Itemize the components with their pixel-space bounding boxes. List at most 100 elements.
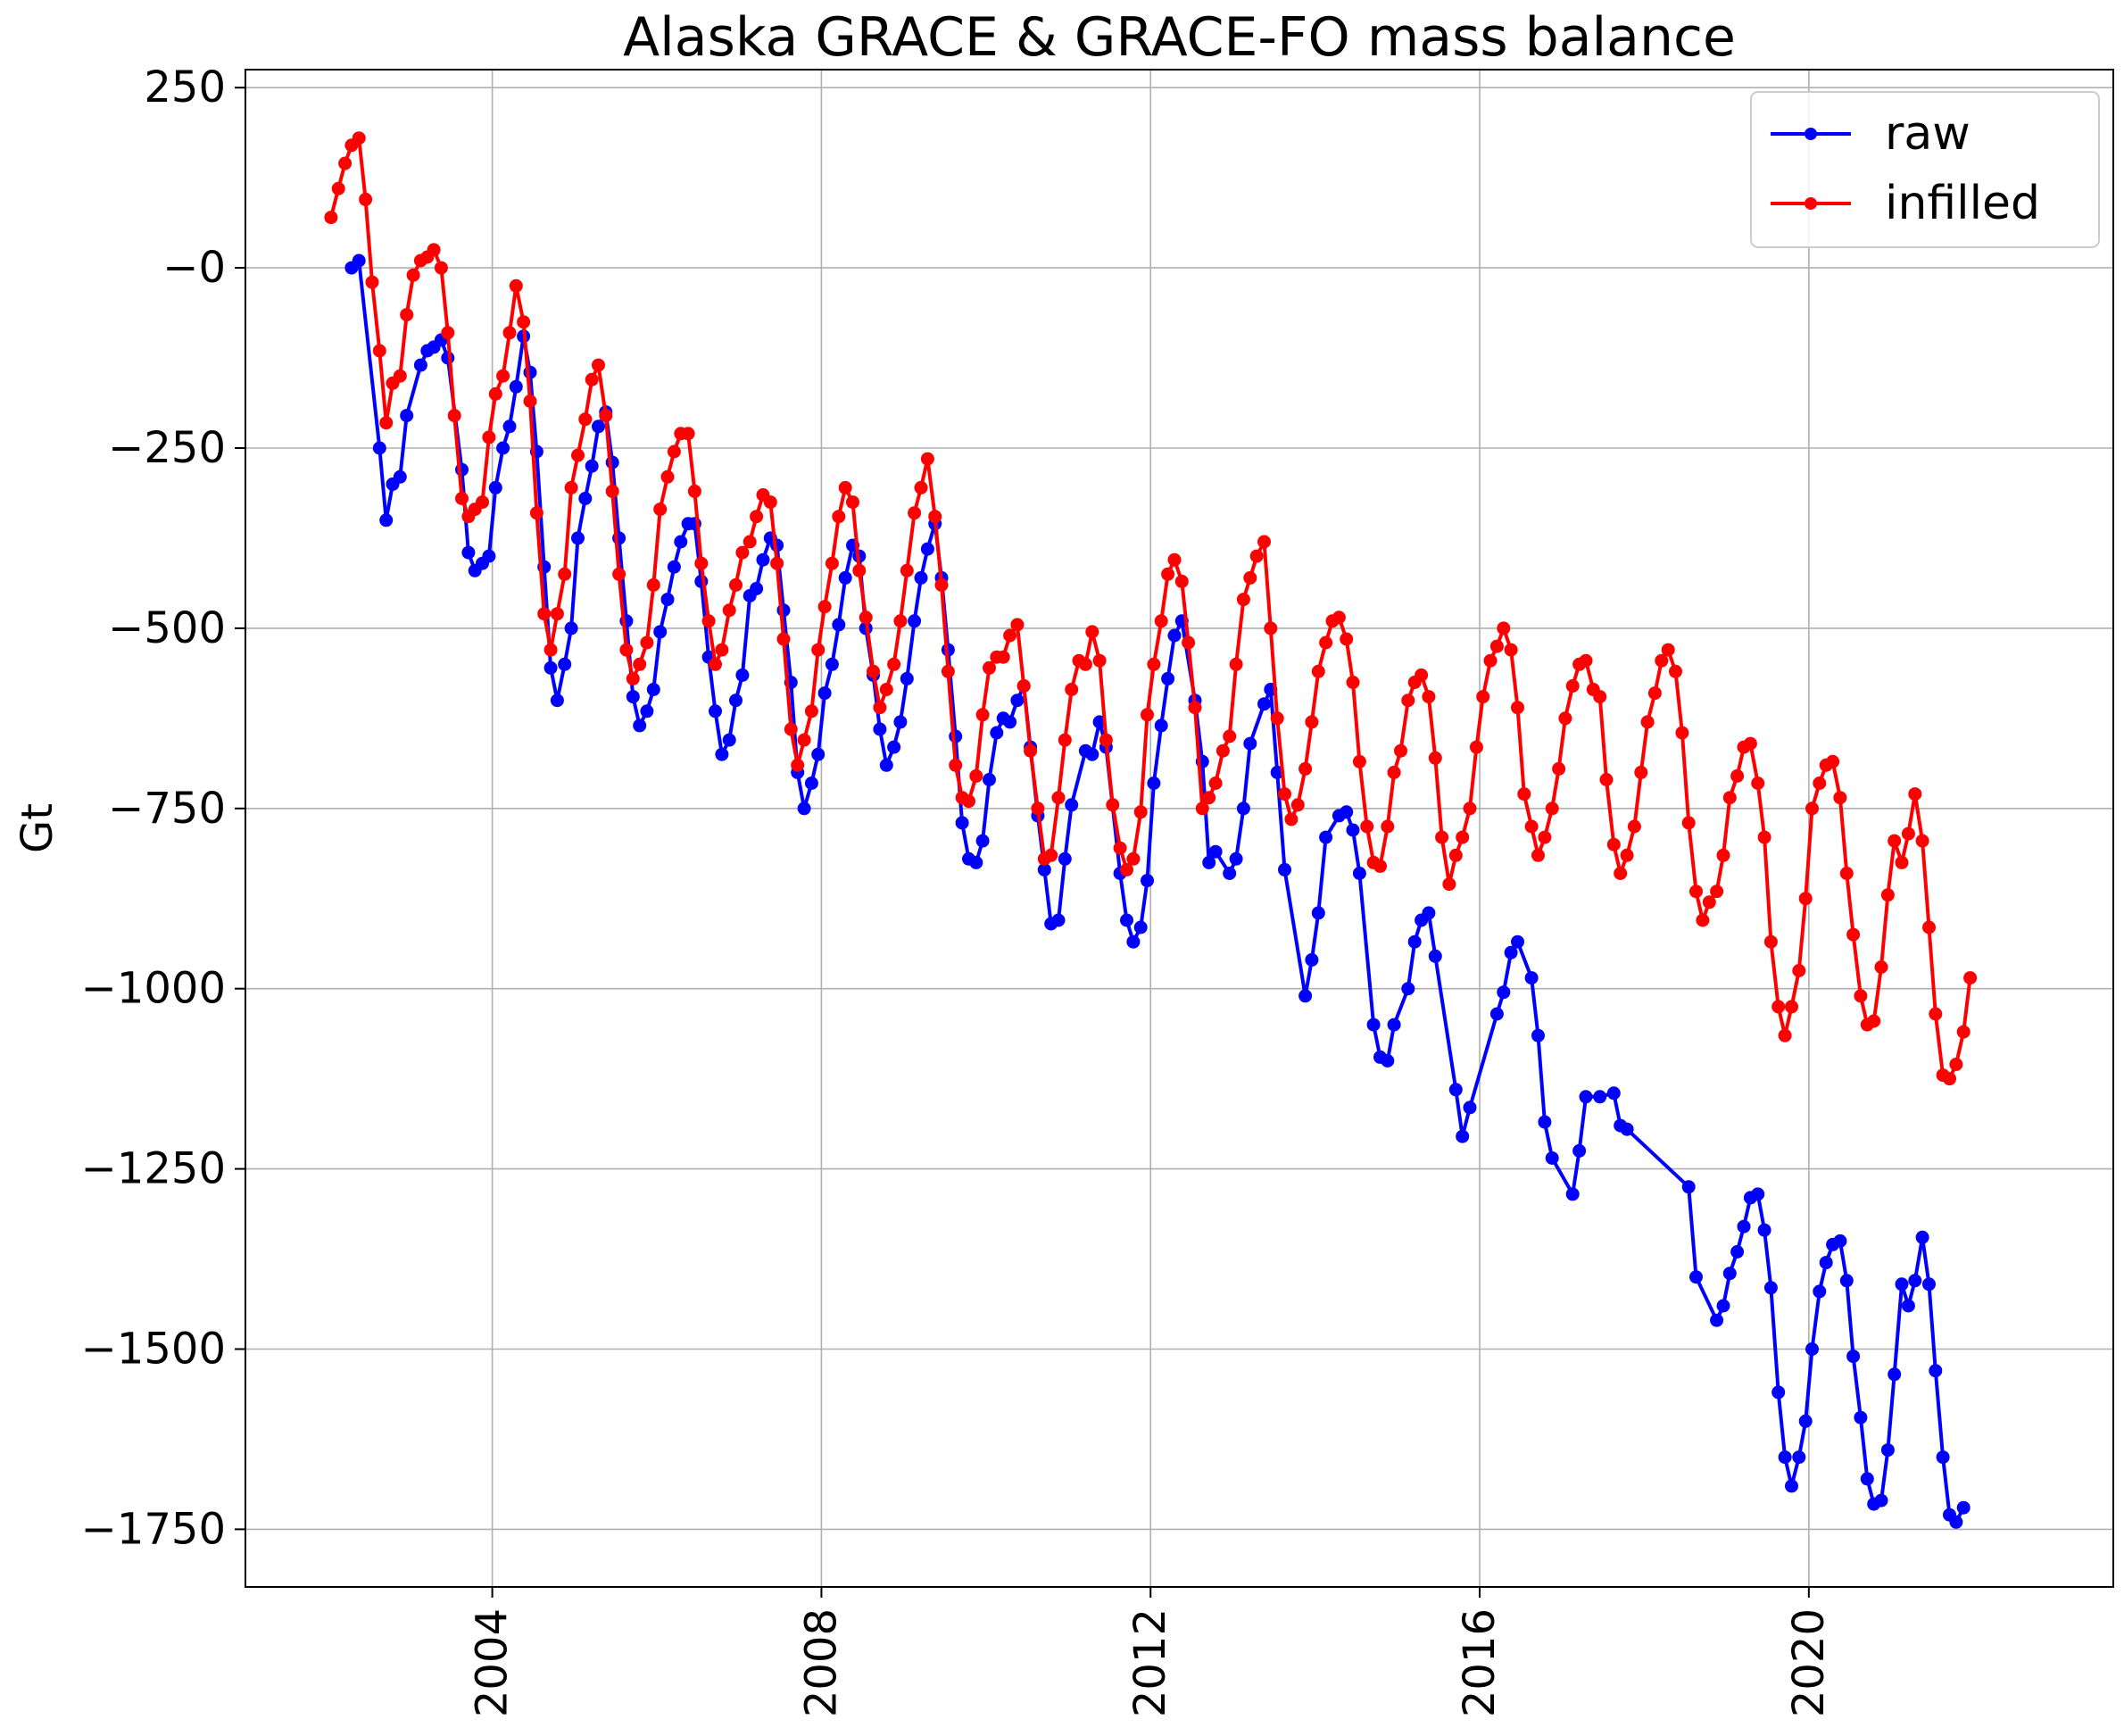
data-point-infilled: [434, 261, 448, 275]
data-point-raw: [1085, 747, 1099, 761]
data-point-raw: [1448, 1083, 1463, 1097]
data-point-infilled: [1126, 851, 1141, 866]
data-point-infilled: [1908, 787, 1922, 802]
data-point-raw: [1463, 1101, 1477, 1115]
data-point-raw: [1003, 715, 1017, 729]
data-point-infilled: [1161, 567, 1175, 581]
series-infilled: [324, 131, 1978, 1086]
data-point-infilled: [941, 664, 955, 678]
data-point-infilled: [1133, 805, 1148, 819]
data-point-raw: [509, 379, 523, 394]
data-point-infilled: [1880, 888, 1895, 902]
data-point-infilled: [1360, 819, 1374, 834]
data-point-raw: [372, 441, 386, 455]
data-point-raw: [1340, 805, 1354, 819]
data-point-infilled: [852, 563, 867, 577]
series-raw: [344, 253, 1971, 1529]
data-point-raw: [1593, 1090, 1607, 1104]
data-point-infilled: [1352, 754, 1366, 768]
data-point-infilled: [1236, 593, 1250, 607]
data-point-infilled: [1428, 751, 1442, 765]
data-point-raw: [1381, 1054, 1395, 1067]
data-point-raw: [879, 758, 893, 772]
data-point-raw: [1538, 1115, 1552, 1129]
data-point-infilled: [1435, 830, 1449, 844]
data-point-infilled: [825, 556, 839, 570]
data-point-infilled: [1167, 552, 1182, 567]
data-point-infilled: [1229, 657, 1243, 671]
data-point-infilled: [476, 495, 489, 510]
data-point-infilled: [791, 758, 805, 772]
data-point-raw: [488, 480, 502, 494]
data-point-raw: [653, 625, 668, 639]
data-point-raw: [1147, 777, 1161, 790]
data-point-raw: [1846, 1350, 1861, 1364]
data-point-infilled: [1044, 848, 1058, 862]
data-point-infilled: [1223, 729, 1237, 743]
data-point-infilled: [1798, 892, 1813, 906]
data-point-raw: [413, 358, 427, 372]
data-point-raw: [735, 668, 750, 682]
data-point-infilled: [1640, 715, 1655, 729]
data-point-infilled: [365, 275, 379, 289]
data-point-raw: [722, 733, 736, 747]
data-point-infilled: [776, 632, 791, 646]
data-point-raw: [1778, 1450, 1792, 1465]
data-point-infilled: [1208, 777, 1223, 790]
data-point-raw: [1949, 1515, 1963, 1529]
data-point-infilled: [1689, 885, 1703, 899]
data-point-raw: [893, 715, 908, 729]
data-point-infilled: [1929, 1007, 1943, 1021]
grid: [245, 70, 2113, 1587]
data-point-infilled: [352, 131, 366, 145]
data-point-raw: [1956, 1500, 1971, 1515]
data-point-infilled: [701, 614, 716, 628]
data-point-infilled: [564, 480, 578, 494]
data-point-infilled: [879, 683, 893, 696]
axis-ticks: 2004 2008 2012 2016 2020 250 −0 −250 −500 −750 −10…: [81, 62, 1834, 1717]
data-point-raw: [1819, 1256, 1833, 1270]
data-point-raw: [1839, 1274, 1854, 1288]
series-area: [324, 131, 1978, 1529]
data-point-raw: [949, 729, 963, 743]
data-point-infilled: [887, 657, 901, 671]
data-point-infilled: [1058, 733, 1072, 747]
data-point-infilled: [592, 358, 605, 372]
data-point-infilled: [406, 268, 420, 282]
data-point-infilled: [804, 704, 818, 718]
data-point-infilled: [900, 563, 914, 577]
data-point-infilled: [1113, 841, 1127, 855]
data-point-raw: [1010, 694, 1025, 708]
data-point-infilled: [797, 733, 811, 747]
data-point-infilled: [1249, 549, 1264, 563]
data-point-raw: [1366, 1018, 1381, 1032]
data-point-infilled: [1614, 867, 1628, 880]
data-point-infilled: [1182, 635, 1196, 650]
data-point-raw: [1565, 1187, 1580, 1201]
data-point-infilled: [1524, 819, 1539, 834]
data-point-infilled: [359, 192, 373, 206]
data-point-raw: [804, 777, 818, 790]
data-point-raw: [1133, 920, 1148, 934]
data-point-raw: [1229, 851, 1243, 866]
data-point-infilled: [1854, 989, 1868, 1003]
data-point-raw: [1606, 1086, 1621, 1101]
data-point-infilled: [1298, 761, 1313, 776]
data-point-raw: [983, 773, 996, 786]
data-point-raw: [838, 570, 852, 585]
data-point-infilled: [1051, 791, 1066, 805]
data-point-infilled: [1620, 848, 1634, 862]
data-point-infilled: [722, 603, 736, 618]
data-point-raw: [352, 253, 366, 268]
data-point-raw: [1908, 1274, 1922, 1288]
y-tick-label: 250: [144, 62, 226, 112]
data-point-infilled: [1078, 657, 1092, 671]
data-point-infilled: [543, 643, 558, 657]
data-point-raw: [1236, 802, 1250, 816]
data-point-infilled: [1394, 743, 1407, 758]
data-point-infilled: [1963, 971, 1978, 985]
data-point-infilled: [1373, 859, 1387, 873]
data-point-infilled: [1943, 1072, 1956, 1086]
